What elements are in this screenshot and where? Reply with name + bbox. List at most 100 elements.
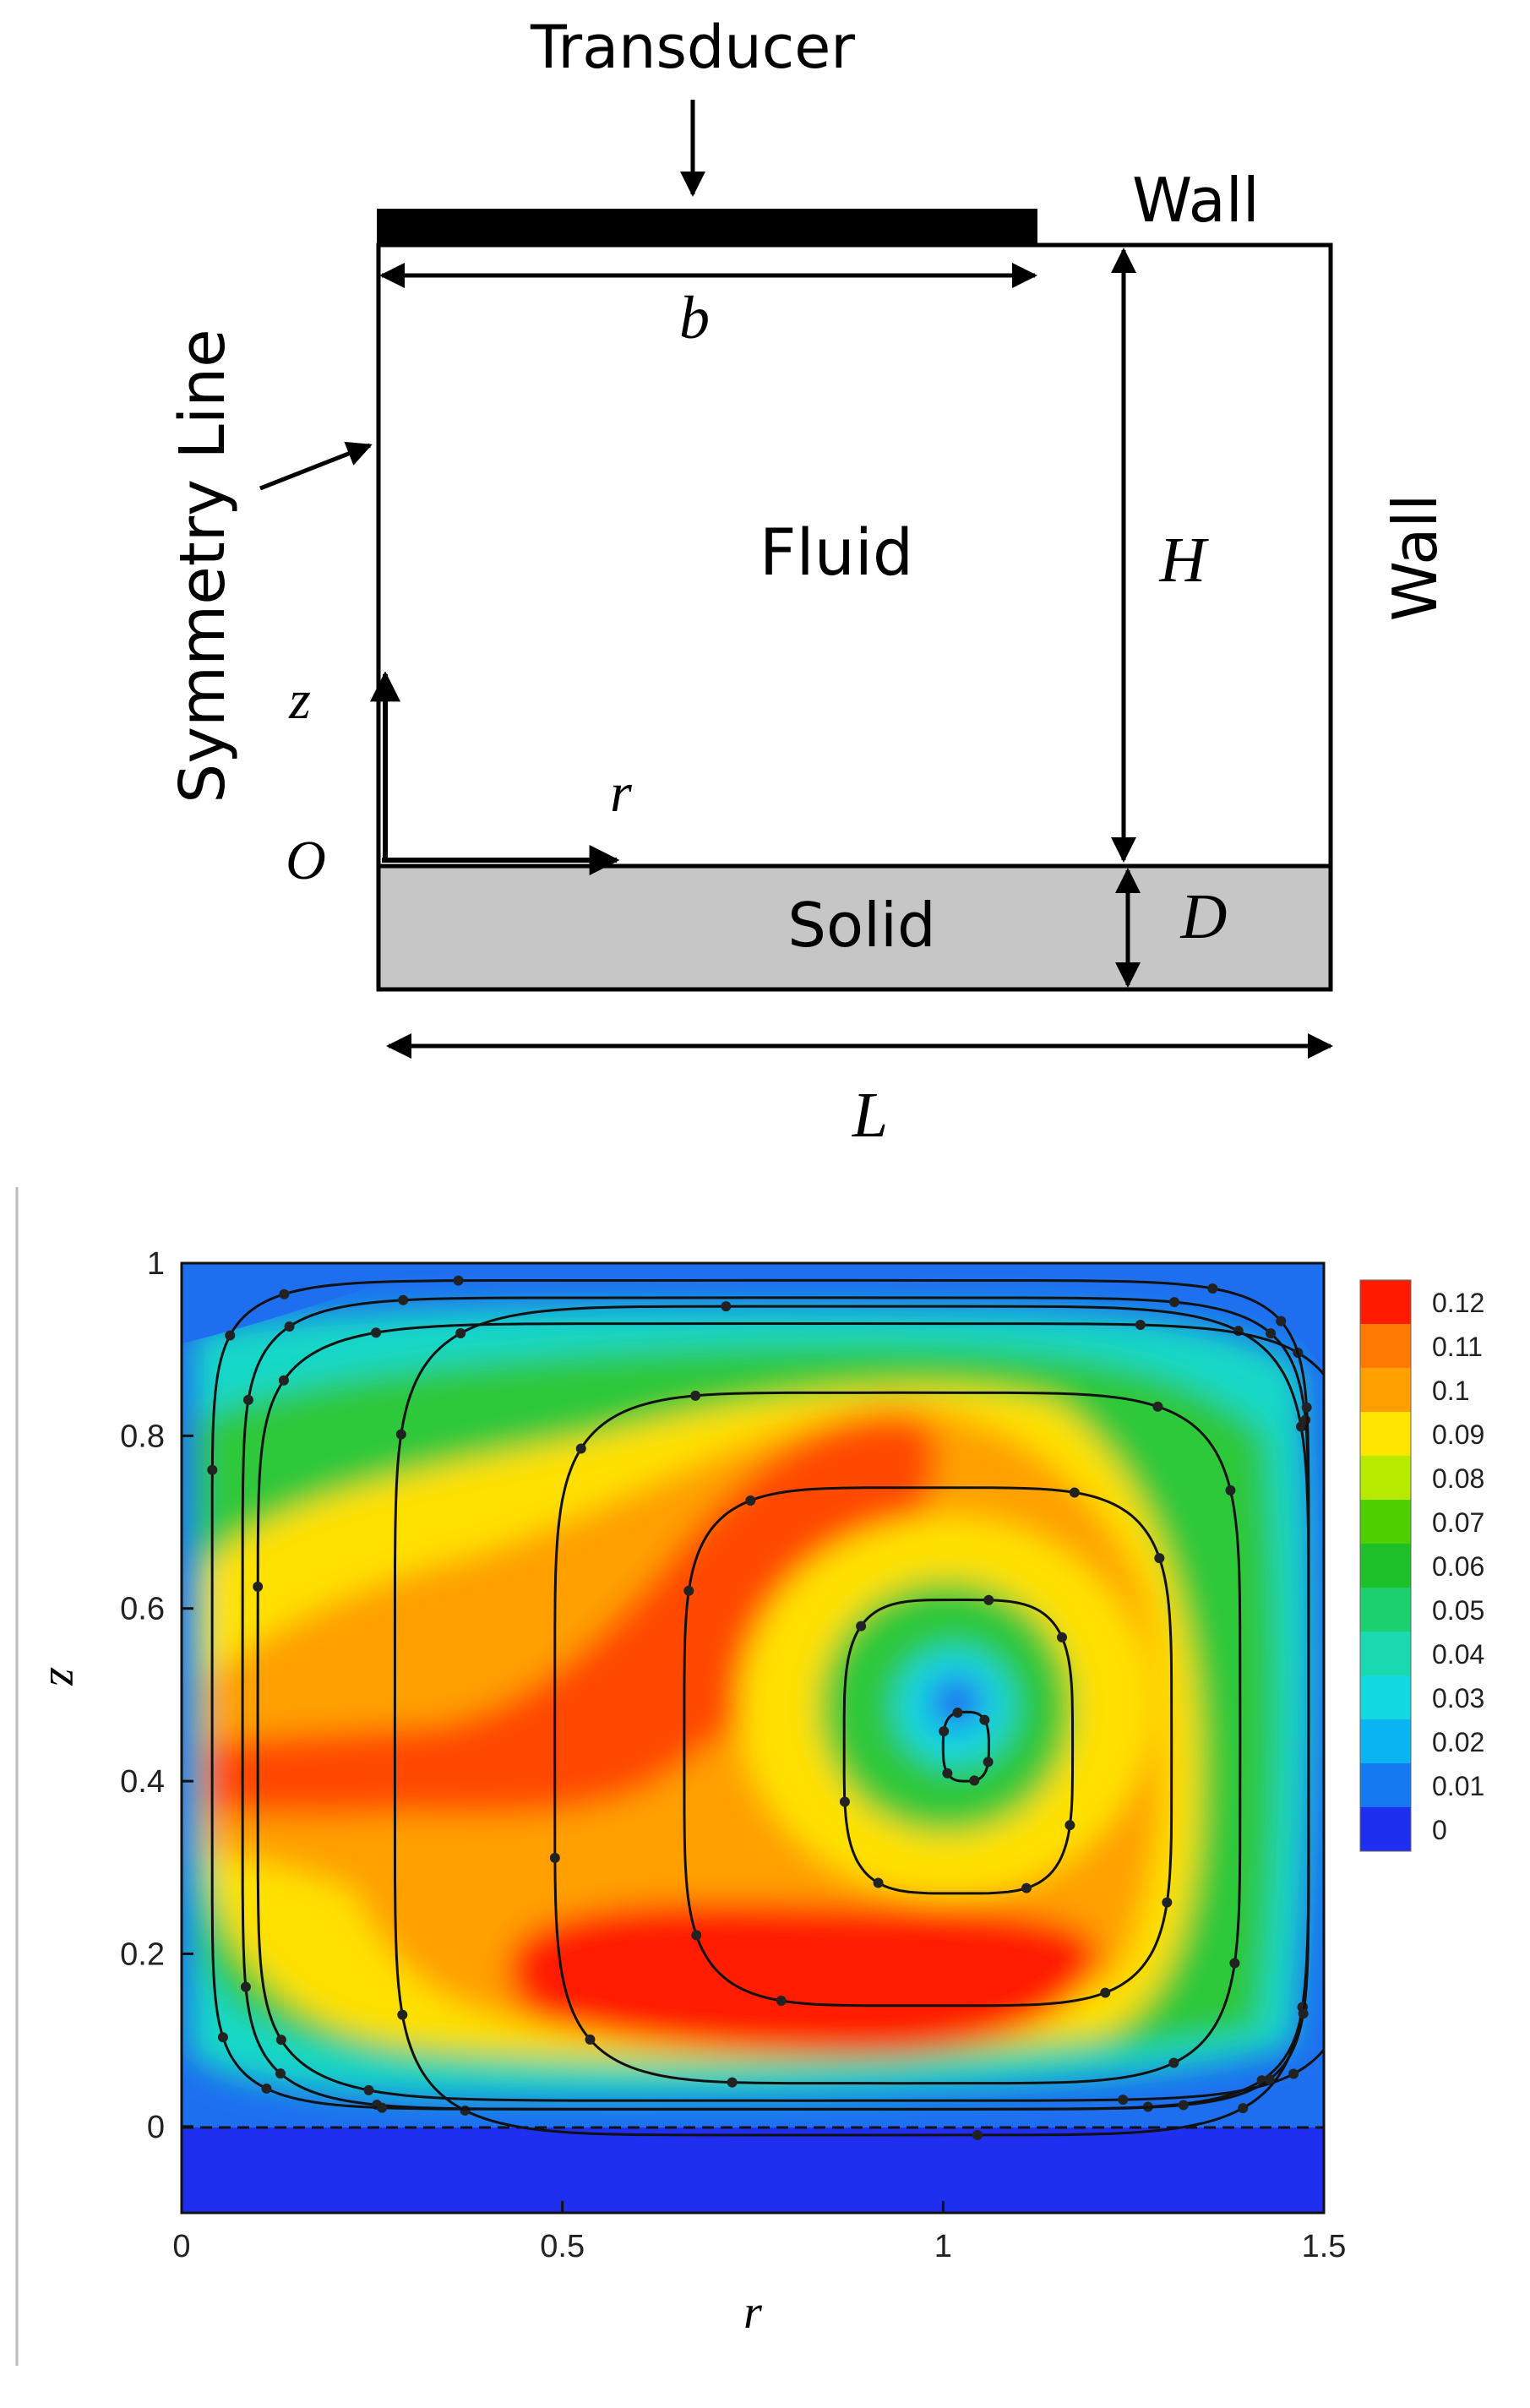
colorbar-swatch	[1360, 1632, 1411, 1675]
plot-frame	[180, 1261, 1326, 2215]
x-axis-label: r	[743, 2286, 762, 2339]
colorbar-label: 0.1	[1432, 1376, 1469, 1406]
symmetry-line-arrow	[259, 441, 373, 491]
d-label: D	[1180, 881, 1228, 952]
streamline-arrow	[1162, 1897, 1173, 1908]
streamline-arrow	[395, 1429, 406, 1440]
streamline-arrow	[549, 1852, 560, 1863]
streamline-arrow	[1064, 1820, 1075, 1831]
y-tick-label: 0.8	[120, 1419, 165, 1454]
streamline-arrow	[275, 2068, 286, 2079]
streamline-arrow	[1056, 1632, 1067, 1643]
colorbar-swatch	[1360, 1588, 1411, 1632]
colorbar-label: 0.08	[1432, 1463, 1484, 1494]
streamline-arrow	[398, 1294, 409, 1305]
colorbar-label: 0.12	[1432, 1288, 1484, 1318]
streamline-arrow	[721, 1301, 732, 1312]
h-label: H	[1159, 525, 1210, 596]
streamline-arrow	[1266, 1328, 1277, 1339]
y-axis-label: z	[40, 1667, 92, 1686]
streamline	[210, 1278, 1310, 2111]
streamline	[842, 1598, 1075, 1895]
streamline-arrow	[284, 1321, 295, 1332]
streamline-arrow	[279, 1288, 290, 1299]
streamline-arrow	[1264, 2073, 1275, 2084]
l-label: L	[852, 1080, 888, 1151]
streamline-arrow	[207, 1464, 218, 1475]
colorbar-swatch	[1360, 1456, 1411, 1500]
b-label: b	[679, 284, 710, 351]
streamline-arrow	[839, 1796, 850, 1807]
streamline-arrow	[969, 1775, 980, 1786]
y-tick-label: 0	[147, 2110, 165, 2145]
x-tick-label: 0	[172, 2229, 190, 2264]
streamline-arrow	[217, 2032, 228, 2043]
streamline-arrow	[983, 1594, 994, 1605]
streamline-arrow	[242, 1394, 253, 1405]
y-axis-ticks: 0 0.2 0.4 0.6 0.8 1	[120, 1246, 193, 2145]
streamline-arrow	[691, 1930, 702, 1941]
streamline-arrow	[377, 2102, 388, 2113]
streamline-arrow	[942, 1768, 953, 1779]
streamline-arrow	[1229, 1958, 1240, 1969]
x-tick-label: 1	[934, 2229, 952, 2264]
x-axis-ticks: 0 0.5 1 1.5	[172, 2201, 1346, 2264]
streamline-arrow	[983, 1757, 994, 1768]
streamline-arrow	[979, 1714, 990, 1725]
streamline-arrow	[939, 1726, 950, 1737]
streamline-arrow	[1135, 1320, 1146, 1331]
streamline-arrow	[240, 1981, 251, 1992]
solid-label: Solid	[787, 890, 935, 961]
streamline-arrow	[1069, 1487, 1080, 1498]
streamline	[553, 1391, 1242, 2085]
colorbar-label: 0.02	[1432, 1727, 1484, 1757]
colorbar-swatch	[1360, 1719, 1411, 1763]
streamline-arrow	[873, 1877, 884, 1888]
r-axis-label: r	[610, 762, 632, 824]
streamline-arrow	[683, 1585, 694, 1596]
colorbar-label: 0.04	[1432, 1639, 1484, 1670]
contour-level-0.12	[509, 1902, 1098, 2054]
streamline-arrow	[1168, 2057, 1179, 2068]
transducer-label: Transducer	[530, 13, 855, 82]
streamline-arrow	[1154, 1553, 1165, 1564]
streamline-arrow	[225, 1330, 236, 1341]
streamline-arrow	[455, 1328, 466, 1339]
contour-plot: 0 0.5 1 1.5 00.20.40.60.81 r z 0.120.110.10…	[15, 1187, 1484, 2366]
colorbar-swatch	[1360, 1807, 1411, 1851]
colorbar-label: 0.03	[1432, 1683, 1484, 1713]
colorbar-label: 0.09	[1432, 1419, 1484, 1450]
streamline-arrow	[1344, 1434, 1354, 1444]
contour-level-0.11	[203, 1417, 937, 1817]
streamline-arrow	[1276, 1316, 1287, 1327]
streamline-arrow	[261, 2083, 272, 2094]
corner-low-tr	[1225, 1263, 1324, 1369]
colorbar-label: 0.01	[1432, 1771, 1484, 1801]
transducer-bar	[377, 209, 1037, 244]
colorbar-label: 0.05	[1432, 1595, 1484, 1626]
z-axis-label: z	[288, 669, 311, 731]
streamline-arrow	[1225, 1485, 1236, 1495]
colorbar-swatch	[1360, 1412, 1411, 1456]
streamline-arrow	[690, 1390, 701, 1401]
colorbar-swatch	[1360, 1763, 1411, 1807]
streamline-arrow	[1300, 1414, 1311, 1425]
streamline-arrow	[460, 2105, 471, 2116]
wall-top-label: Wall	[1132, 165, 1260, 236]
colorbar-swatch	[1360, 1675, 1411, 1719]
streamline	[241, 1296, 1310, 2111]
streamline-arrow	[575, 1443, 586, 1454]
colorbar-frame	[1359, 1279, 1412, 1852]
streamline-arrow	[1298, 2008, 1309, 2019]
streamline-arrow	[1169, 1297, 1180, 1308]
streamline-arrow	[1288, 2068, 1299, 2079]
y-tick-label: 0.4	[120, 1764, 165, 1800]
wall-right-label: Wall	[1380, 494, 1451, 622]
colorbar: 0.12 0.11 0.1 0.09 0.08 0.07 0.06 0.05 0.04 0.03 0…	[1359, 1279, 1484, 1852]
contour-field	[190, 1306, 1312, 2098]
colorbar-label: 0.11	[1432, 1332, 1483, 1362]
streamline	[393, 1305, 1310, 2137]
y-tick-label: 1	[147, 1246, 165, 1282]
streamline-arrow	[1342, 1988, 1353, 1998]
streamline-arrow	[397, 2009, 408, 2020]
